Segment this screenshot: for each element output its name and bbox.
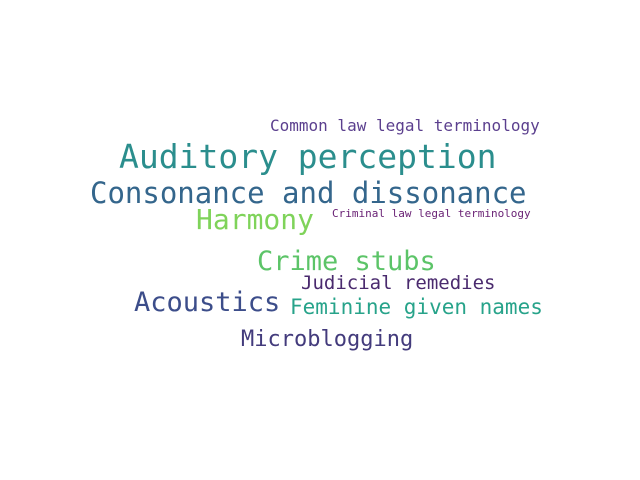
word-microblogging: Microblogging xyxy=(241,327,414,352)
word-acoustics: Acoustics xyxy=(134,287,281,318)
word-common-law-legal-terminology: Common law legal terminology xyxy=(270,116,540,135)
word-auditory-perception: Auditory perception xyxy=(119,137,497,176)
word-criminal-law-legal-terminology: Criminal law legal terminology xyxy=(332,207,531,220)
word-consonance-and-dissonance: Consonance and dissonance xyxy=(90,176,527,210)
word-harmony: Harmony xyxy=(196,203,315,236)
word-crime-stubs: Crime stubs xyxy=(257,246,436,277)
word-judicial-remedies: Judicial remedies xyxy=(301,272,496,294)
word-feminine-given-names: Feminine given names xyxy=(290,295,543,319)
